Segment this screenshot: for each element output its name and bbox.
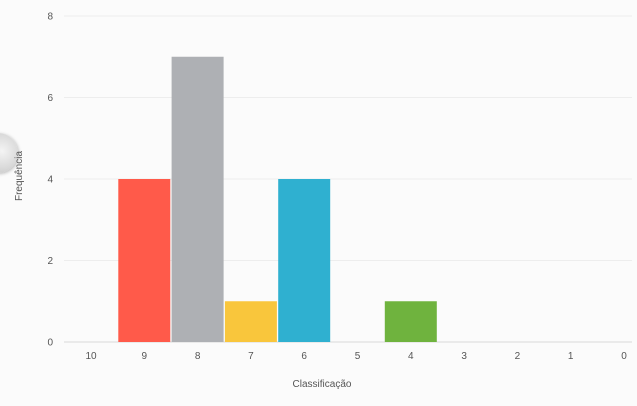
x-tick-label: 4 <box>408 351 414 362</box>
bar-6[interactable] <box>278 179 331 342</box>
y-tick-label: 4 <box>47 175 53 186</box>
x-tick-label: 1 <box>568 351 574 362</box>
x-tick-label: 6 <box>301 351 307 362</box>
y-tick-label: 6 <box>47 93 53 104</box>
scan-artifact-circle <box>0 133 18 173</box>
x-tick-label: 10 <box>85 351 97 362</box>
x-tick-label: 7 <box>248 351 254 362</box>
x-tick-label: 3 <box>461 351 467 362</box>
gridlines <box>64 15 632 343</box>
x-axis-title: Classificação <box>293 379 352 390</box>
bar-7[interactable] <box>224 301 277 342</box>
bar-9[interactable] <box>118 179 171 342</box>
x-tick-label: 2 <box>515 351 521 362</box>
x-tick-label: 9 <box>142 351 148 362</box>
y-tick-label: 0 <box>47 338 53 349</box>
x-tick-label: 0 <box>621 351 627 362</box>
y-axis-ticks: 0 2 4 6 8 <box>47 12 53 349</box>
bar-8[interactable] <box>171 56 224 342</box>
y-axis-title: Frequência <box>14 151 25 201</box>
y-tick-label: 2 <box>47 256 53 267</box>
bars <box>118 56 437 342</box>
x-tick-label: 8 <box>195 351 201 362</box>
y-tick-label: 8 <box>47 12 53 23</box>
x-axis-ticks: 10 9 8 7 6 5 4 3 2 1 0 <box>85 351 627 362</box>
bar-4[interactable] <box>384 301 437 342</box>
x-tick-label: 5 <box>355 351 361 362</box>
